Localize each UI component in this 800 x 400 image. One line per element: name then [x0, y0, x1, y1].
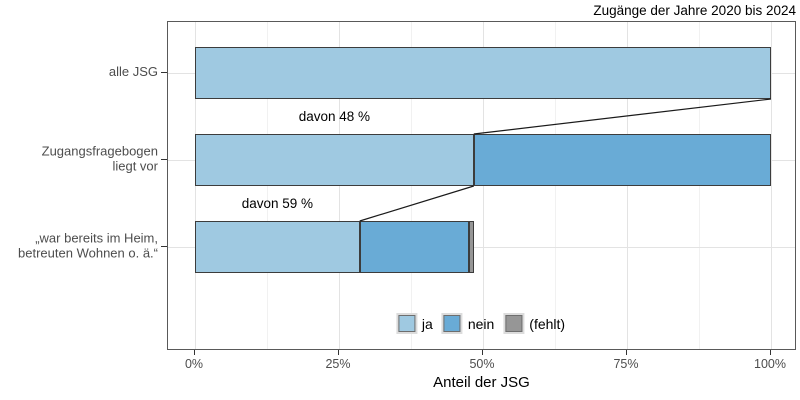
bar-segment-ja: [195, 221, 360, 273]
legend-item-fehlt: (fehlt): [505, 315, 565, 332]
x-tick: [338, 350, 339, 355]
bar-segment-nein: [473, 134, 771, 186]
x-tick: [194, 350, 195, 355]
y-tick: [161, 72, 167, 73]
legend-label-fehlt: (fehlt): [529, 315, 566, 332]
bar-segment-nein: [359, 221, 470, 273]
gridline-row: [168, 247, 795, 248]
bar-segment-ja: [195, 47, 771, 99]
legend-key-nein-swatch: [443, 315, 461, 332]
x-tick-label: 0%: [184, 357, 204, 371]
plot-panel: davon 48 % davon 59 % ja nein (fehlt): [167, 21, 796, 350]
legend-key-fehlt-swatch: [505, 315, 523, 332]
gridline-major: [771, 22, 772, 349]
legend-label-ja: ja: [421, 315, 433, 332]
annotation-davon-59: davon 59 %: [241, 196, 314, 211]
bar-segment-fehlt: [469, 221, 474, 273]
legend-item-nein: nein: [443, 315, 495, 332]
chart-title: Zugänge der Jahre 2020 bis 2024: [593, 3, 796, 18]
x-tick-label: 50%: [469, 357, 495, 371]
x-tick: [482, 350, 483, 355]
y-axis-label-war-bereits-im-heim: „war bereits im Heim, betreuten Wohnen o…: [18, 230, 158, 260]
y-tick: [161, 159, 167, 160]
y-axis-label-zugangsfragebogen: Zugangsfragebogen liegt vor: [41, 143, 158, 173]
x-axis-title: Anteil der JSG: [433, 374, 530, 391]
x-tick-label: 25%: [325, 357, 351, 371]
annotation-davon-48: davon 48 %: [298, 109, 371, 124]
connector-line: [473, 98, 772, 135]
y-tick: [161, 246, 167, 247]
connector-line: [359, 185, 474, 222]
legend-key-ja-swatch: [397, 315, 415, 332]
legend-item-ja: ja: [397, 315, 433, 332]
legend: ja nein (fehlt): [397, 315, 565, 332]
x-tick-label: 100%: [754, 357, 786, 371]
x-tick: [626, 350, 627, 355]
bar-segment-ja: [195, 134, 474, 186]
y-axis-label-alle-jsg: alle JSG: [108, 63, 158, 79]
x-tick: [770, 350, 771, 355]
x-tick-label: 75%: [613, 357, 639, 371]
legend-label-nein: nein: [467, 315, 495, 332]
